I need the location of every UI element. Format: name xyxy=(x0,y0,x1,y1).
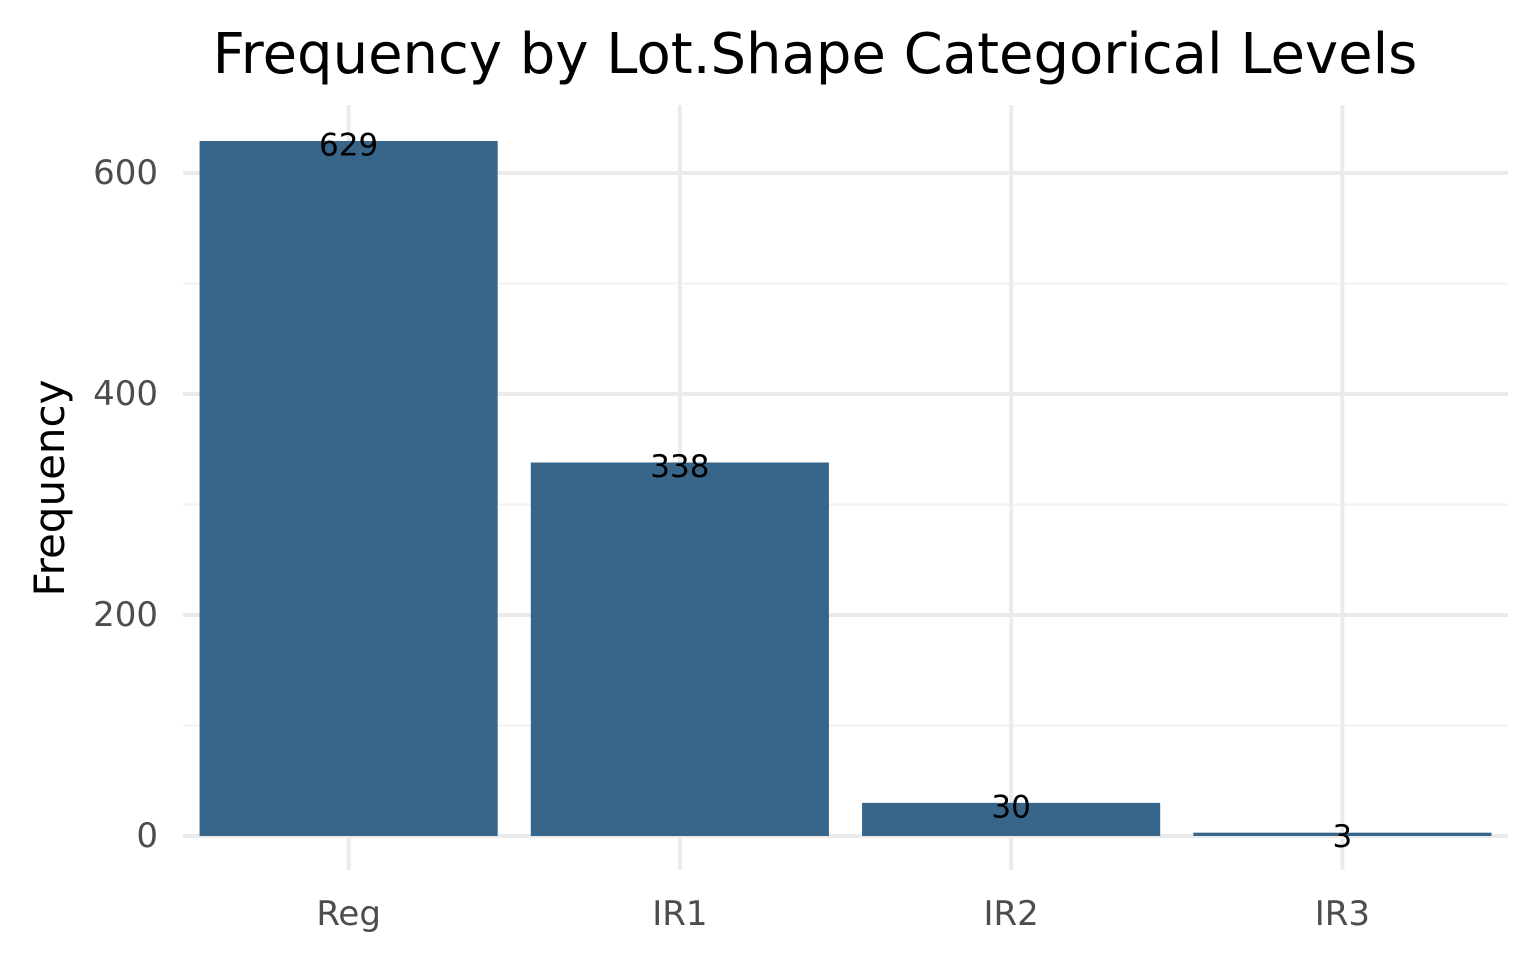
bar-ir2 xyxy=(862,802,1161,836)
data-label-ir1: 338 xyxy=(650,449,709,485)
data-label-reg: 629 xyxy=(319,127,378,163)
x-tick-label: IR2 xyxy=(983,894,1038,934)
x-tick-label: Reg xyxy=(316,894,381,934)
y-axis-ticks: 0 200 400 600 xyxy=(93,153,158,856)
x-tick-label: IR3 xyxy=(1315,894,1370,934)
bar-ir3 xyxy=(1193,832,1492,836)
chart-title: Frequency by Lot.Shape Categorical Level… xyxy=(213,22,1418,87)
bars xyxy=(199,140,1492,836)
y-tick-label: 200 xyxy=(93,595,158,635)
y-axis-label: Frequency xyxy=(25,380,74,597)
y-tick-label: 0 xyxy=(136,816,158,856)
bar-reg xyxy=(199,140,498,836)
y-tick-label: 600 xyxy=(93,153,158,193)
data-label-ir3: 3 xyxy=(1333,819,1353,855)
x-tick-label: IR1 xyxy=(652,894,707,934)
y-tick-label: 400 xyxy=(93,374,158,414)
bar-ir1 xyxy=(530,462,829,836)
data-label-ir2: 30 xyxy=(991,789,1030,825)
x-axis-ticks: Reg IR1 IR2 IR3 xyxy=(316,894,1370,934)
data-labels: 629 338 30 3 xyxy=(319,127,1352,855)
